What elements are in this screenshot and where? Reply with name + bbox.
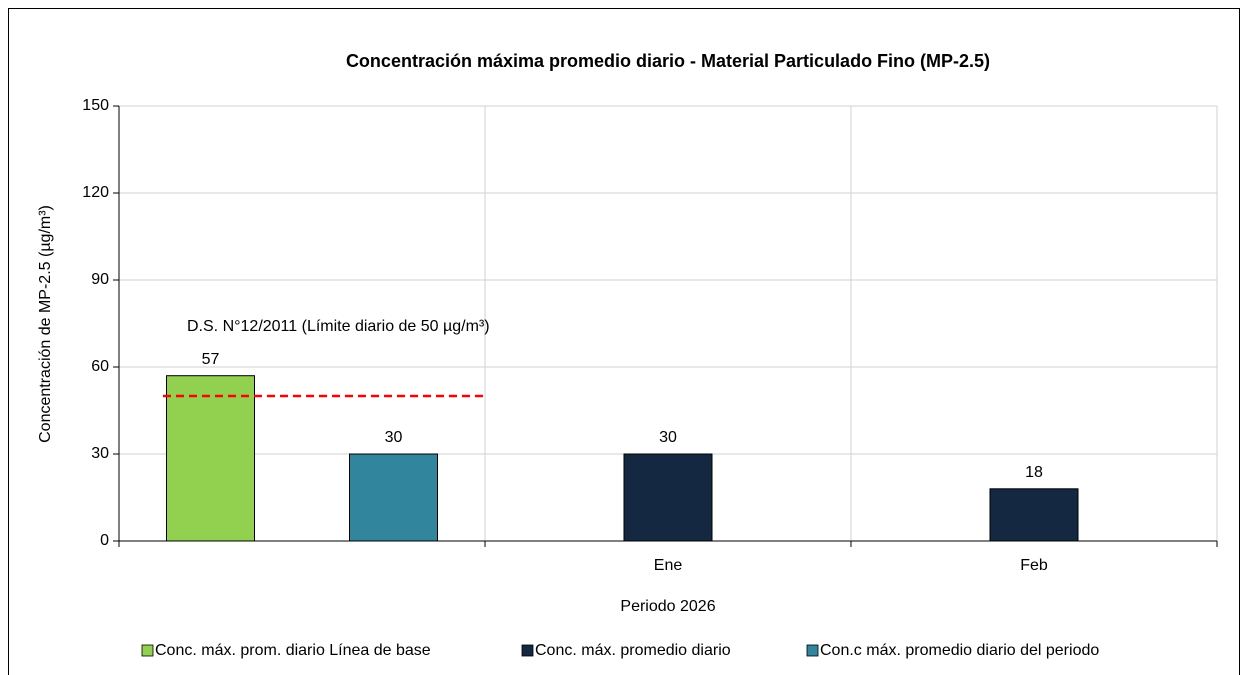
y-tick-label: 60 bbox=[91, 358, 109, 375]
y-axis-label: Concentración de MP-2.5 (µg/m³) bbox=[37, 205, 54, 443]
data-label: 57 bbox=[202, 351, 220, 368]
data-label: 30 bbox=[385, 429, 403, 446]
legend-swatch bbox=[141, 644, 154, 657]
legend-swatch bbox=[521, 644, 534, 657]
chart-frame bbox=[8, 8, 1240, 675]
bar bbox=[623, 453, 713, 542]
y-tick-label: 150 bbox=[82, 97, 109, 114]
data-label: 18 bbox=[1025, 464, 1043, 481]
x-tick-label: Feb bbox=[1020, 557, 1048, 574]
x-tick-label: Ene bbox=[654, 557, 683, 574]
y-tick-label: 30 bbox=[91, 445, 109, 462]
legend-swatch bbox=[806, 644, 819, 657]
bar bbox=[349, 453, 438, 542]
reference-label: D.S. N°12/2011 (Límite diario de 50 µg/m… bbox=[187, 318, 490, 335]
legend-label: Conc. máx. promedio diario bbox=[535, 642, 731, 659]
chart-title: Concentración máxima promedio diario - M… bbox=[346, 51, 990, 71]
bar bbox=[989, 488, 1079, 542]
legend-label: Con.c máx. promedio diario del periodo bbox=[820, 642, 1099, 659]
y-tick-label: 90 bbox=[91, 271, 109, 288]
x-axis-label: Periodo 2026 bbox=[620, 598, 715, 615]
y-tick-label: 0 bbox=[100, 532, 109, 549]
legend-label: Conc. máx. prom. diario Línea de base bbox=[155, 642, 431, 659]
data-label: 30 bbox=[659, 429, 677, 446]
y-tick-label: 120 bbox=[82, 184, 109, 201]
bar bbox=[166, 375, 255, 542]
